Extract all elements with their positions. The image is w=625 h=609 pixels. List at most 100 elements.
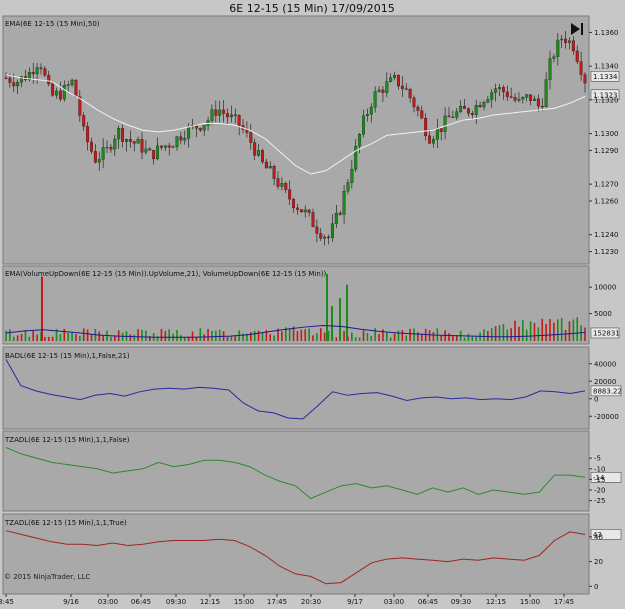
volume-bar xyxy=(281,331,283,341)
candle-body xyxy=(330,223,334,239)
volume-bar xyxy=(455,335,458,341)
y-tick-label: -20 xyxy=(594,487,605,495)
price-panel[interactable] xyxy=(2,15,590,265)
tzadl-true-panel[interactable] xyxy=(2,513,590,595)
volume-bar xyxy=(452,336,454,341)
candle-body xyxy=(152,149,156,160)
candle-body xyxy=(556,39,560,57)
y-tick-label: 1.1360 xyxy=(594,29,619,37)
volume-bar xyxy=(183,337,186,341)
candle-body xyxy=(31,72,35,75)
candle-body xyxy=(210,109,214,121)
volume-bar xyxy=(323,332,326,341)
candle-body xyxy=(148,148,152,151)
scroll-to-end-icon[interactable] xyxy=(571,23,583,35)
volume-bar xyxy=(537,327,540,341)
candle-body xyxy=(86,126,90,143)
volume-bar xyxy=(24,330,27,341)
volume-bar xyxy=(28,336,31,341)
tzadl-false-panel[interactable] xyxy=(2,430,590,512)
volume-bar xyxy=(284,327,287,341)
volume-bar xyxy=(253,330,256,341)
volume-bar xyxy=(133,334,136,341)
volume-bar xyxy=(230,335,233,341)
candle-body xyxy=(315,226,319,234)
x-tick-label: 09:30 xyxy=(451,598,471,606)
candle-body xyxy=(377,89,381,92)
volume-bar xyxy=(308,328,310,341)
candle-body xyxy=(132,141,136,144)
candle-body xyxy=(43,68,47,76)
y-tick-label: 20000 xyxy=(594,378,616,386)
candle-body xyxy=(358,134,362,147)
volume-bar xyxy=(265,330,268,341)
candle-body xyxy=(55,90,58,96)
volume-bar xyxy=(191,331,194,341)
volume-bar xyxy=(405,335,408,341)
volume-ema-line xyxy=(5,324,586,338)
candle-body xyxy=(393,74,397,78)
candle-body xyxy=(381,89,385,93)
candle-body xyxy=(517,98,521,101)
candle-body xyxy=(397,74,400,87)
candle-body xyxy=(455,111,459,118)
volume-bar xyxy=(71,332,73,341)
volume-bar xyxy=(397,330,400,341)
candle-body xyxy=(16,82,20,87)
volume-bar xyxy=(117,330,120,341)
copyright-text: © 2015 NinjaTrader, LLC xyxy=(4,573,90,581)
candle-body xyxy=(544,79,548,107)
candle-body xyxy=(27,72,31,81)
volume-bar xyxy=(335,337,338,341)
ema-50-line xyxy=(5,74,586,175)
candle-body xyxy=(416,106,420,111)
candle-body xyxy=(70,79,74,85)
volume-bar xyxy=(40,331,42,341)
volume-bar xyxy=(354,337,357,341)
window-title: 6E 12-15 (15 Min) 17/09/2015 xyxy=(229,2,394,15)
volume-bar xyxy=(207,328,209,341)
volume-bar xyxy=(556,319,559,341)
candle-body xyxy=(20,76,23,83)
volume-bar xyxy=(187,336,190,341)
volume-spike-bar xyxy=(339,298,341,341)
candle-body xyxy=(12,82,16,87)
candle-body xyxy=(412,97,416,108)
candle-body xyxy=(222,109,226,114)
volume-bar xyxy=(277,328,279,341)
volume-bar xyxy=(20,333,23,341)
candle-body xyxy=(389,77,393,82)
x-tick-label: 09:30 xyxy=(166,598,186,606)
volume-bar xyxy=(98,331,101,341)
candle-body xyxy=(536,98,540,107)
volume-panel-title: EMA(VolumeUpDown(6E 12-15 (15 Min)).UpVo… xyxy=(5,270,327,278)
candle-body xyxy=(529,94,533,101)
x-tick-label: 15:00 xyxy=(234,598,254,606)
candle-body xyxy=(179,136,183,141)
volume-bar xyxy=(102,335,104,341)
x-tick-label: 9/17 xyxy=(347,598,363,606)
volume-bar xyxy=(82,328,85,341)
volume-bar xyxy=(401,330,404,341)
volume-bar xyxy=(180,335,182,341)
candle-body xyxy=(447,115,451,118)
y-tick-label: -10 xyxy=(594,465,605,473)
volume-bar xyxy=(261,332,264,341)
candle-body xyxy=(428,135,432,144)
y-tick-label: 0 xyxy=(594,395,598,403)
volume-bar xyxy=(494,326,497,341)
candle-body xyxy=(303,209,307,213)
price-badge-label: 1.1323 xyxy=(593,91,618,99)
volume-bar xyxy=(525,329,528,341)
badl-panel[interactable] xyxy=(2,346,590,430)
candle-body xyxy=(579,61,583,75)
volume-bar xyxy=(560,317,563,341)
candle-body xyxy=(140,139,144,153)
candle-body xyxy=(183,138,187,141)
volume-bar xyxy=(553,322,555,341)
candle-body xyxy=(327,236,330,239)
candle-body xyxy=(292,199,296,209)
candle-body xyxy=(109,147,113,150)
badl-badge-label: 8883.22 xyxy=(593,387,622,395)
